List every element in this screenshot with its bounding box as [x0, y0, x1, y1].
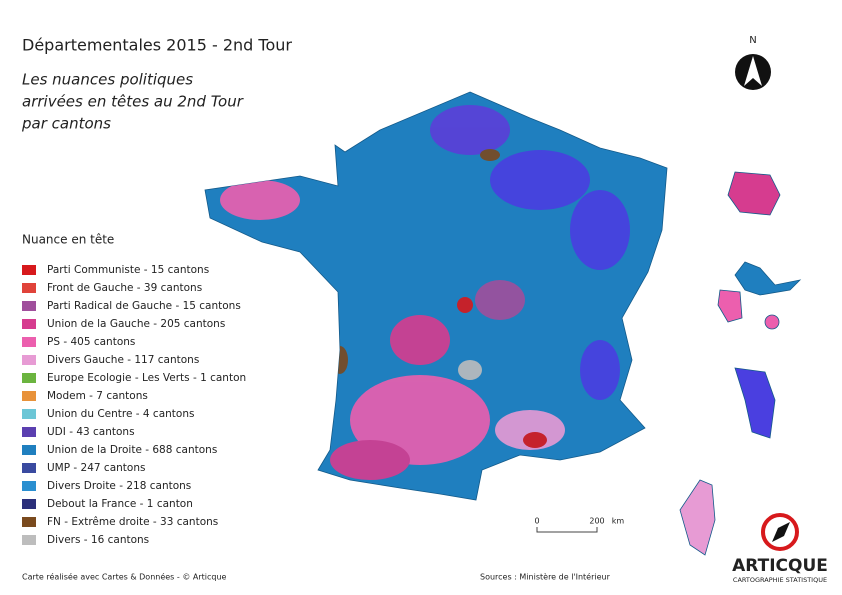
- legend-label: Union de la Gauche - 205 cantons: [47, 318, 225, 330]
- legend-label: Front de Gauche - 39 cantons: [47, 282, 202, 294]
- legend-label: PS - 405 cantons: [47, 336, 135, 348]
- legend-swatch: [22, 463, 36, 473]
- legend-swatch: [22, 355, 36, 365]
- legend-label: Divers Droite - 218 cantons: [47, 480, 191, 492]
- subtitle: arrivées en têtes au 2nd Tour: [22, 93, 244, 111]
- legend-swatch: [22, 391, 36, 401]
- legend-label: Debout la France - 1 canton: [47, 498, 193, 510]
- footer-credit: Carte réalisée avec Cartes & Données - ©…: [22, 572, 227, 582]
- legend-swatch: [22, 445, 36, 455]
- legend-swatch: [22, 481, 36, 491]
- logo-tagline: CARTOGRAPHIE STATISTIQUE: [733, 576, 827, 584]
- legend-label: Modem - 7 cantons: [47, 390, 148, 402]
- legend: Parti Communiste - 15 cantons Front de Ga…: [22, 264, 246, 546]
- legend-swatch: [22, 337, 36, 347]
- footer-source: Sources : Ministère de l'Intérieur: [480, 572, 611, 582]
- subtitle: par cantons: [21, 115, 111, 133]
- title: Départementales 2015 - 2nd Tour: [22, 36, 292, 55]
- legend-title: Nuance en tête: [22, 233, 114, 247]
- scale-label: 200: [589, 517, 604, 526]
- legend-label: FN - Extrême droite - 33 cantons: [47, 516, 218, 528]
- legend-label: Union de la Droite - 688 cantons: [47, 444, 217, 456]
- legend-swatch: [22, 409, 36, 419]
- subtitle: Les nuances politiques: [22, 71, 193, 89]
- legend-label: UDI - 43 cantons: [47, 426, 135, 438]
- legend-label: UMP - 247 cantons: [47, 462, 145, 474]
- legend-swatch: [22, 535, 36, 545]
- legend-label: Union du Centre - 4 cantons: [47, 408, 194, 420]
- legend-label: Divers Gauche - 117 cantons: [47, 354, 199, 366]
- legend-swatch: [22, 427, 36, 437]
- legend-swatch: [22, 283, 36, 293]
- scale-unit: km: [612, 517, 625, 526]
- legend-label: Parti Communiste - 15 cantons: [47, 264, 209, 276]
- map: [204, 91, 802, 556]
- scale-bar: 0 200 km: [534, 517, 624, 533]
- logo: ARTICQUE CARTOGRAPHIE STATISTIQUE: [732, 513, 828, 584]
- legend-label: Parti Radical de Gauche - 15 cantons: [47, 300, 241, 312]
- legend-label: Divers - 16 cantons: [47, 534, 149, 546]
- legend-swatch: [22, 301, 36, 311]
- scale-label: 0: [534, 517, 539, 526]
- north-arrow: N: [735, 35, 771, 90]
- logo-name: ARTICQUE: [732, 556, 828, 576]
- legend-swatch: [22, 499, 36, 509]
- legend-label: Europe Ecologie - Les Verts - 1 canton: [47, 372, 246, 384]
- legend-swatch: [22, 517, 36, 527]
- legend-swatch: [22, 265, 36, 275]
- north-label: N: [749, 35, 756, 46]
- legend-swatch: [22, 373, 36, 383]
- legend-swatch: [22, 319, 36, 329]
